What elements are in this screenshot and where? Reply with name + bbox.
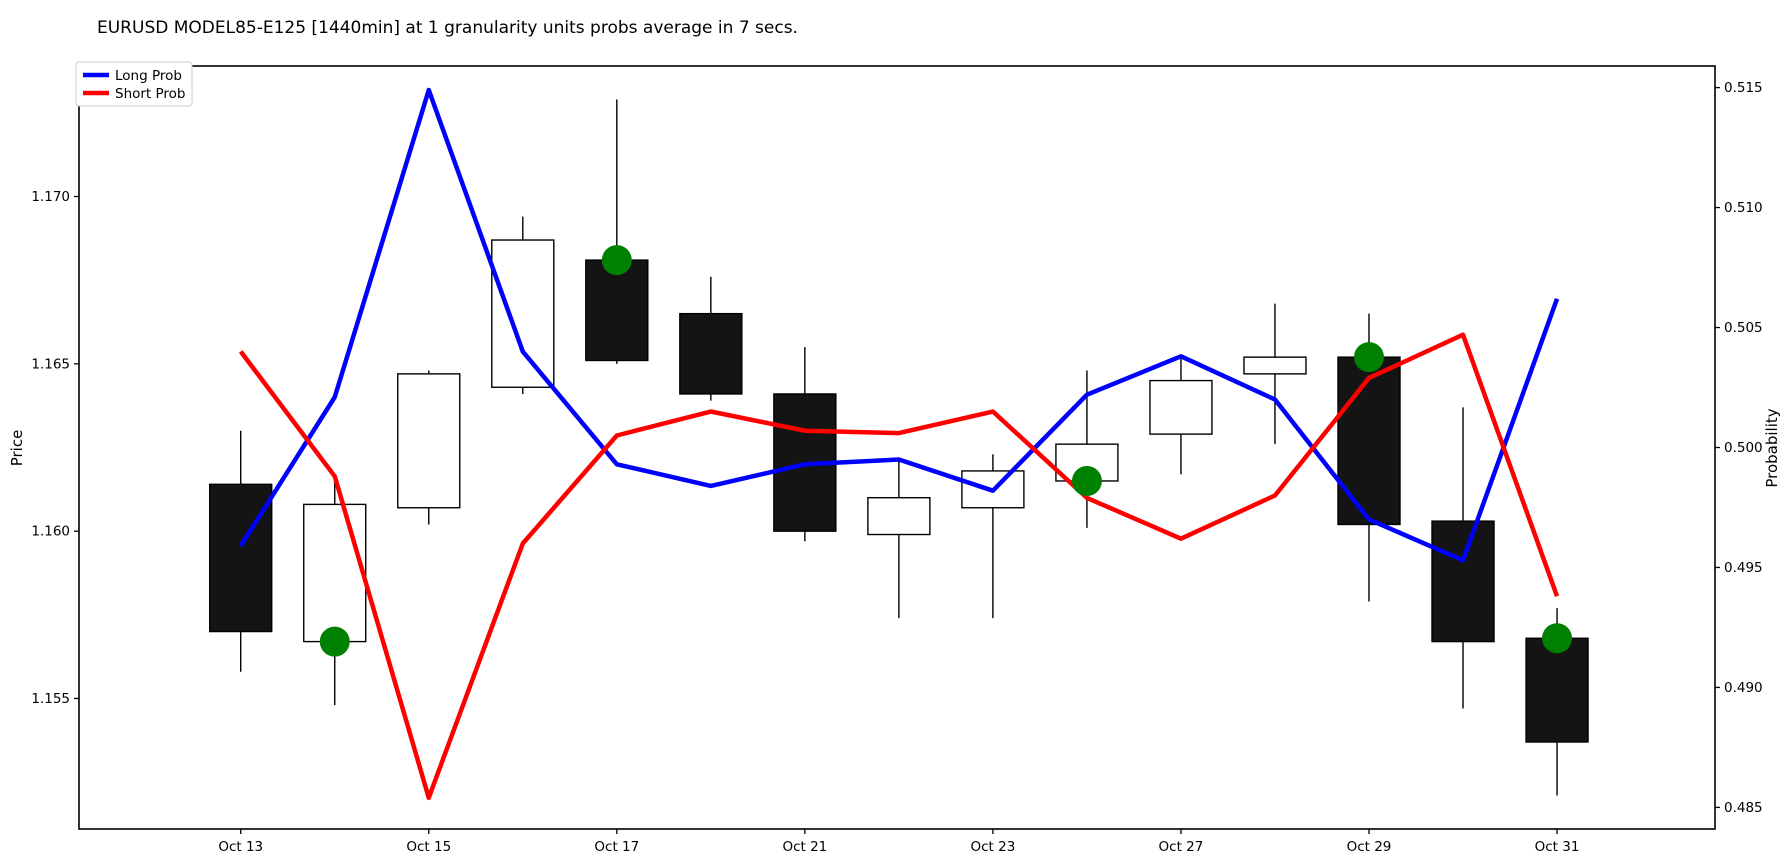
- date-tick-label: Oct 31: [1535, 839, 1580, 855]
- candle-body: [1243, 356, 1307, 375]
- candle-body: [867, 496, 931, 536]
- date-tick-label: Oct 27: [1159, 839, 1204, 855]
- candle-body: [491, 239, 555, 388]
- candle-body: [679, 312, 743, 395]
- chart-title: EURUSD MODEL85-E125 [1440min] at 1 granu…: [97, 18, 798, 38]
- candle-body: [397, 373, 461, 509]
- prob-tick-label: 0.490: [1724, 680, 1763, 696]
- legend-short-label: Short Prob: [115, 86, 186, 102]
- candle-body: [1337, 356, 1401, 526]
- price-tick-label: 1.170: [31, 189, 70, 205]
- prob-tick-label: 0.510: [1724, 200, 1763, 216]
- entry-marker-dot: [319, 626, 350, 657]
- prob-lines-layer: [238, 87, 1560, 801]
- prob-tick-label: 0.485: [1724, 800, 1763, 816]
- short-prob-line: [238, 332, 1560, 801]
- plot-border: [78, 65, 1716, 830]
- price-tick-label: 1.155: [31, 691, 70, 707]
- entry-marker-dot: [1071, 465, 1102, 496]
- date-tick-label: Oct 15: [406, 839, 451, 855]
- prob-tick-label: 0.500: [1724, 440, 1763, 456]
- entry-markers-layer: [319, 245, 1573, 657]
- candle-body: [1525, 637, 1589, 743]
- prob-tick-label: 0.515: [1724, 80, 1763, 96]
- price-tick-label: 1.165: [31, 356, 70, 372]
- date-tick-label: Oct 17: [594, 839, 639, 855]
- candles-layer: [209, 99, 1589, 796]
- candle-body: [1431, 520, 1495, 643]
- date-tick-label: Oct 23: [970, 839, 1015, 855]
- candle-body: [303, 503, 367, 643]
- price-tick-label: 1.160: [31, 524, 70, 540]
- price-axis-label: Price: [8, 430, 26, 467]
- date-tick-label: Oct 21: [782, 839, 827, 855]
- date-tick-label: Oct 13: [218, 839, 263, 855]
- date-tick-label: Oct 29: [1347, 839, 1392, 855]
- legend: Long Prob Short Prob: [75, 61, 193, 107]
- prob-tick-label: 0.495: [1724, 560, 1763, 576]
- entry-marker-dot: [1542, 623, 1573, 654]
- long-prob-line: [238, 87, 1560, 563]
- prob-axis-label: Probability: [1763, 408, 1781, 487]
- entry-marker-dot: [601, 245, 632, 276]
- candle-body: [585, 259, 649, 362]
- axes-layer: 1.155 1.160 1.165 1.170 0.485 0.490 0.495 0.500…: [31, 80, 1762, 855]
- entry-marker-dot: [1353, 342, 1384, 373]
- candle-body: [1149, 379, 1213, 435]
- legend-long-label: Long Prob: [115, 68, 182, 84]
- candle-body: [209, 483, 273, 633]
- prob-tick-label: 0.505: [1724, 320, 1763, 336]
